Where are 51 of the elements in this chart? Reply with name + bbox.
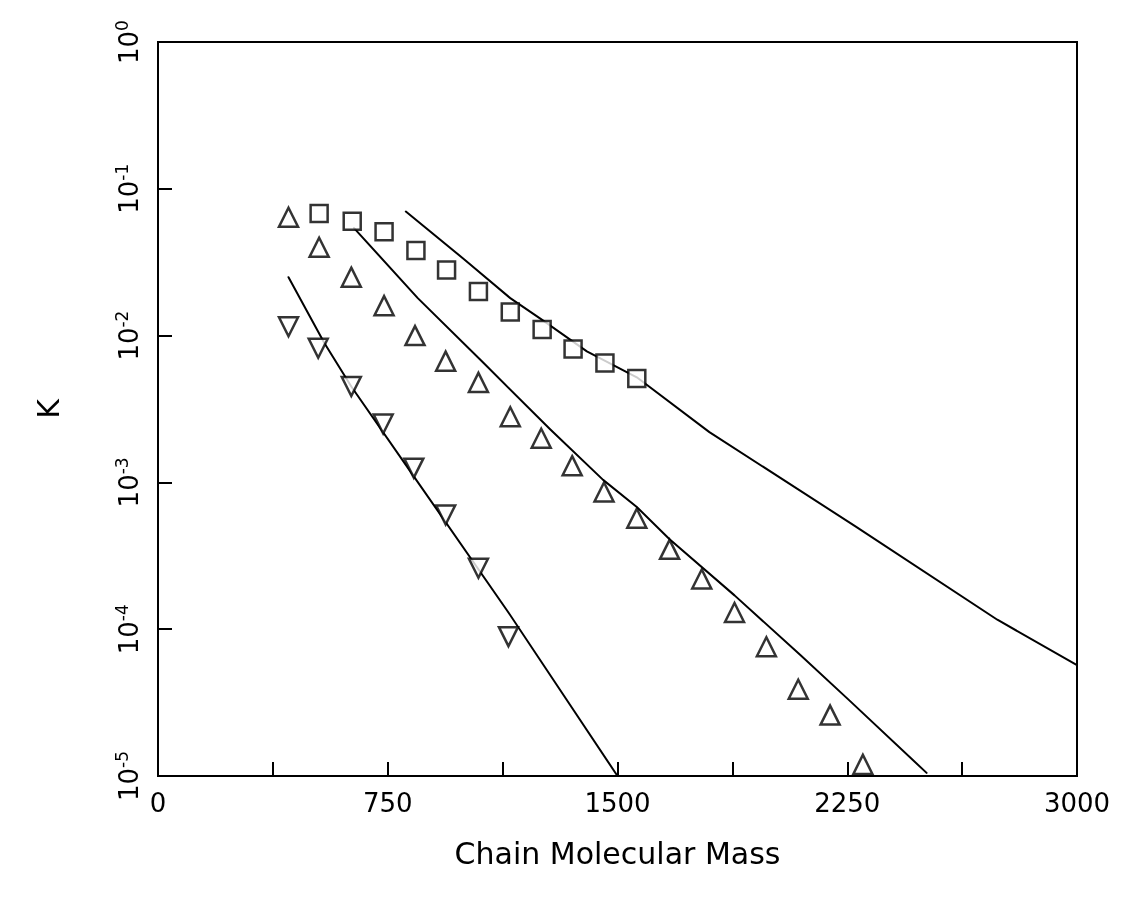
y-tick-label: 10-3 [111,457,144,508]
point [626,507,648,529]
y-axis-title: K [30,397,66,419]
point [819,704,841,726]
point [372,413,394,435]
point [404,324,426,347]
point [406,240,426,261]
point [530,427,552,449]
point [497,625,520,648]
point [436,260,457,280]
point [403,457,425,479]
y-tick-label: 100 [111,20,144,64]
point [277,206,300,228]
y-tick-label: 10-2 [111,310,144,361]
point [593,481,615,503]
point [658,538,681,561]
x-tick-label: 3000 [1043,788,1111,818]
point [468,281,489,302]
point [467,557,490,580]
point [308,236,330,258]
point [595,353,615,373]
point [723,601,746,624]
point [627,368,647,389]
x-tick-label: 750 [362,788,413,818]
x-axis-title: Chain Molecular Mass [454,835,781,871]
point [434,350,457,372]
y-tick-label: 10-5 [111,750,144,802]
point [500,302,521,322]
point [467,371,490,394]
point [532,319,552,340]
point [755,635,778,658]
point [340,375,363,398]
x-tick-label: 0 [149,788,167,818]
y-tick-label: 10-1 [111,163,144,214]
point [561,454,583,477]
point [787,678,809,700]
point [852,753,874,776]
point [374,221,394,242]
point [340,266,363,288]
point [373,294,395,317]
point [563,339,583,359]
y-tick-label: 10-4 [111,604,144,655]
point [277,315,300,338]
point [690,568,713,590]
point [309,203,329,224]
point [307,337,329,359]
point [342,211,362,232]
point [434,504,457,526]
x-tick-label: 2250 [814,788,881,818]
x-tick-label: 1500 [584,788,651,818]
point [499,406,522,428]
